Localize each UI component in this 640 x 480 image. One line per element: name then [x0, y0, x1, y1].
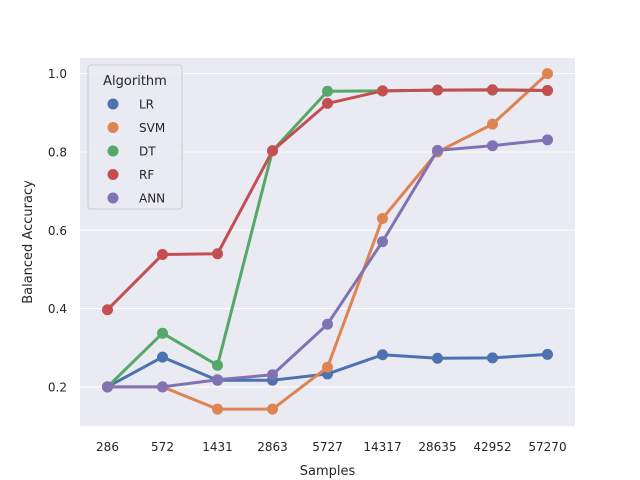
data-point	[377, 85, 388, 97]
legend-entries: LR SVM DT RF ANN	[107, 98, 165, 206]
data-point	[267, 403, 278, 415]
x-tick-labels: 286 572 1431 2863 5727 14317 28635 42952 57270	[96, 440, 567, 454]
data-point	[322, 318, 333, 330]
legend-label: DT	[139, 145, 156, 159]
y-tick-label: 0.6	[48, 224, 67, 238]
legend-entry-dt: DT	[107, 145, 156, 159]
data-point	[377, 213, 388, 225]
legend-marker	[107, 169, 119, 180]
x-axis-label: Samples	[300, 464, 356, 479]
data-point	[212, 374, 223, 386]
x-tick-label: 1431	[202, 440, 233, 454]
data-point	[487, 352, 498, 364]
x-tick-label: 5727	[312, 440, 343, 454]
data-point	[102, 304, 113, 316]
data-point	[157, 351, 168, 363]
legend-marker	[107, 98, 119, 110]
y-axis-label: Balanced Accuracy	[21, 180, 36, 304]
y-tick-label: 0.8	[48, 145, 67, 159]
data-point	[487, 84, 498, 96]
x-tick-label: 14317	[363, 440, 401, 454]
x-tick-label: 286	[96, 440, 119, 454]
data-point	[157, 381, 168, 393]
legend-marker	[107, 145, 119, 157]
y-tick-label: 1.0	[48, 67, 67, 81]
legend-marker	[107, 122, 119, 133]
legend-entry-rf: RF	[107, 168, 154, 182]
legend-label: ANN	[139, 192, 165, 206]
data-point	[432, 352, 443, 364]
data-point	[157, 249, 168, 261]
y-tick-label: 0.4	[48, 302, 67, 316]
data-point	[322, 361, 333, 373]
series-layer	[102, 68, 553, 415]
x-tick-label: 2863	[257, 440, 288, 454]
y-tick-labels: 0.2 0.4 0.6 0.8 1.0	[48, 67, 67, 394]
legend-label: LR	[139, 98, 154, 112]
series-rf	[102, 84, 553, 316]
data-point	[542, 68, 553, 80]
data-point	[432, 144, 443, 156]
legend-label: RF	[139, 168, 154, 182]
x-tick-label: 42952	[473, 440, 511, 454]
legend-entry-ann: ANN	[107, 192, 165, 206]
x-tick-label: 57270	[528, 440, 566, 454]
legend-marker	[107, 192, 119, 204]
data-point	[267, 369, 278, 381]
data-point	[212, 403, 223, 415]
legend-title: Algorithm	[103, 74, 167, 89]
data-point	[157, 327, 168, 339]
data-point	[212, 359, 223, 371]
y-tick-label: 0.2	[48, 380, 67, 394]
data-point	[377, 349, 388, 361]
legend-entry-svm: SVM	[107, 121, 165, 135]
x-tick-label: 28635	[418, 440, 456, 454]
series-ann	[102, 134, 553, 393]
data-point	[487, 140, 498, 152]
x-tick-label: 572	[151, 440, 174, 454]
data-point	[542, 134, 553, 146]
data-point	[487, 118, 498, 130]
data-point	[542, 348, 553, 360]
data-point	[322, 85, 333, 97]
data-point	[322, 97, 333, 109]
data-point	[432, 84, 443, 96]
data-point	[102, 381, 113, 393]
data-point	[377, 236, 388, 248]
legend: Algorithm LR SVM DT RF ANN	[87, 64, 183, 210]
data-point	[212, 248, 223, 260]
data-point	[267, 145, 278, 157]
legend-entry-lr: LR	[107, 98, 154, 112]
legend-label: SVM	[139, 121, 165, 135]
data-point	[542, 84, 553, 96]
